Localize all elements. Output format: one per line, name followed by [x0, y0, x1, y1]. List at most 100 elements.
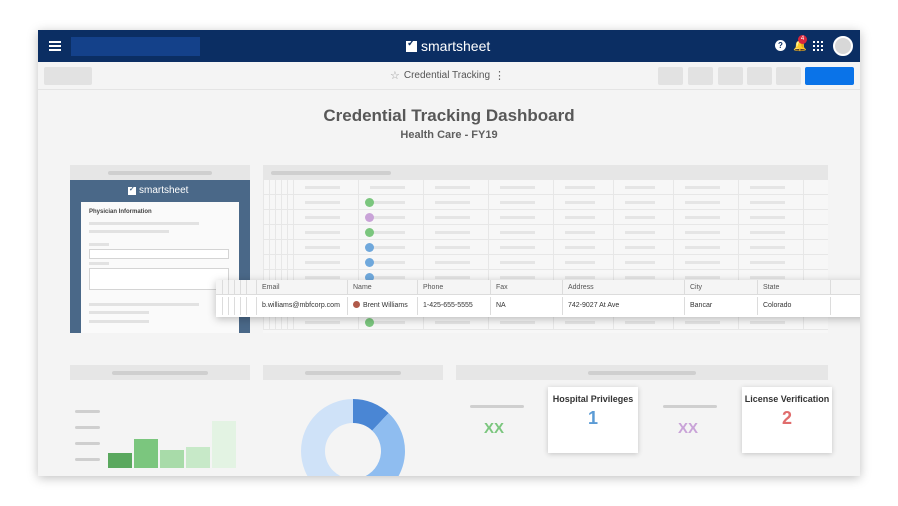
- grid-cell-placeholder: [565, 321, 595, 324]
- grid-cell-placeholder: [565, 276, 595, 279]
- grid-cell: [488, 180, 489, 195]
- grid-cell: [488, 255, 489, 270]
- grid-cell: [803, 315, 804, 330]
- row-detail-popout[interactable]: Email Name Phone Fax Address City State b.will…: [216, 280, 860, 317]
- grid-row[interactable]: [263, 180, 828, 195]
- grid-cell: [293, 315, 294, 330]
- cell-city[interactable]: Bancar: [684, 297, 712, 315]
- menu-icon[interactable]: [49, 41, 61, 51]
- grid-cell: [738, 315, 739, 330]
- donut-segment-1: [353, 399, 389, 431]
- grid-cell: [263, 270, 264, 285]
- column-header-fax[interactable]: Fax: [490, 280, 508, 294]
- apps-grid-icon[interactable]: [813, 41, 823, 51]
- grid-cell: [263, 240, 264, 255]
- more-options-icon[interactable]: ⋮: [494, 70, 506, 82]
- help-icon[interactable]: ?: [775, 40, 786, 51]
- smartsheet-logo-icon: [128, 185, 136, 195]
- grid-cell: [488, 240, 489, 255]
- license-verification-card: License Verification 2: [742, 387, 832, 453]
- grid-cell: [553, 210, 554, 225]
- grid-cell: [281, 255, 282, 270]
- grid-cell: [613, 225, 614, 240]
- toolbar-button-5[interactable]: [776, 67, 801, 85]
- grid-cell-placeholder: [685, 321, 720, 324]
- grid-cell: [803, 255, 804, 270]
- grid-row[interactable]: [263, 210, 828, 225]
- header-placeholder: [108, 171, 212, 175]
- grid-cell: [263, 210, 264, 225]
- column-header-email[interactable]: Email: [256, 280, 280, 294]
- grid-cell: [358, 195, 359, 210]
- back-button[interactable]: [44, 67, 92, 85]
- row-gutter-cell: [234, 280, 240, 294]
- grid-cell-placeholder: [750, 216, 785, 219]
- search-input[interactable]: [71, 37, 200, 56]
- grid-cell: [281, 240, 282, 255]
- share-button[interactable]: [805, 67, 854, 85]
- toolbar-button-4[interactable]: [747, 67, 772, 85]
- column-header-state[interactable]: State: [757, 280, 779, 294]
- user-avatar[interactable]: [833, 36, 853, 56]
- grid-cell-placeholder: [625, 186, 655, 189]
- grid-cell-placeholder: [305, 261, 340, 264]
- grid-cell-placeholder: [500, 186, 535, 189]
- cell-fax[interactable]: NA: [490, 297, 506, 315]
- grid-row[interactable]: [263, 225, 828, 240]
- contact-avatar-icon: [365, 228, 374, 237]
- form-logo-text: smartsheet: [139, 185, 189, 196]
- cell-name[interactable]: Brent Williams: [347, 297, 408, 315]
- toolbar-button-3[interactable]: [718, 67, 743, 85]
- grid-cell: [275, 225, 276, 240]
- toolbar-button-2[interactable]: [688, 67, 713, 85]
- sheet-title: Credential Tracking: [403, 70, 491, 81]
- cell-address[interactable]: 742-9027 At Ave: [562, 297, 619, 315]
- grid-cell: [269, 315, 270, 330]
- row-detail-values: b.williams@mbfcorp.com Brent Williams 1-42…: [216, 297, 860, 315]
- column-header-phone[interactable]: Phone: [417, 280, 443, 294]
- toolbar-button-1[interactable]: [658, 67, 683, 85]
- grid-cell: [358, 180, 359, 195]
- grid-cell-placeholder: [625, 201, 655, 204]
- grid-row[interactable]: [263, 315, 828, 330]
- grid-cell: [613, 315, 614, 330]
- grid-cell-placeholder: [685, 231, 720, 234]
- grid-row[interactable]: [263, 255, 828, 270]
- grid-cell: [488, 195, 489, 210]
- grid-cell: [287, 255, 288, 270]
- grid-cell: [275, 180, 276, 195]
- empty-column-cell: [830, 297, 836, 315]
- grid-row[interactable]: [263, 195, 828, 210]
- notification-count-badge: 4: [798, 35, 807, 44]
- grid-cell: [553, 195, 554, 210]
- grid-cell-placeholder: [625, 216, 655, 219]
- grid-cell: [673, 210, 674, 225]
- grid-cell-placeholder: [500, 246, 535, 249]
- metric-label-placeholder: [470, 405, 524, 408]
- favorite-star-icon[interactable]: ☆: [390, 70, 400, 82]
- grid-cell-placeholder: [625, 321, 655, 324]
- field-label: [89, 243, 109, 246]
- grid-cell: [613, 210, 614, 225]
- form-textarea[interactable]: [89, 268, 229, 290]
- header-placeholder: [305, 371, 401, 375]
- column-header-address[interactable]: Address: [562, 280, 594, 294]
- grid-cell-placeholder: [565, 201, 595, 204]
- bar-chart-widget: [70, 390, 250, 476]
- column-header-name[interactable]: Name: [347, 280, 372, 294]
- column-header-city[interactable]: City: [684, 280, 702, 294]
- cell-state[interactable]: Colorado: [757, 297, 791, 315]
- grid-cell-placeholder: [750, 276, 785, 279]
- grid-cell: [293, 255, 294, 270]
- row-gutter-cell: [228, 280, 234, 294]
- grid-cell: [269, 270, 270, 285]
- grid-cell-placeholder: [625, 261, 655, 264]
- grid-cell-placeholder: [305, 216, 340, 219]
- grid-cell: [423, 270, 424, 285]
- cell-email[interactable]: b.williams@mbfcorp.com: [256, 297, 340, 315]
- grid-cell-placeholder: [435, 261, 470, 264]
- cell-phone[interactable]: 1-425-655-5555: [417, 297, 473, 315]
- form-field-input[interactable]: [89, 249, 229, 259]
- y-axis-label: [75, 410, 100, 413]
- grid-row[interactable]: [263, 240, 828, 255]
